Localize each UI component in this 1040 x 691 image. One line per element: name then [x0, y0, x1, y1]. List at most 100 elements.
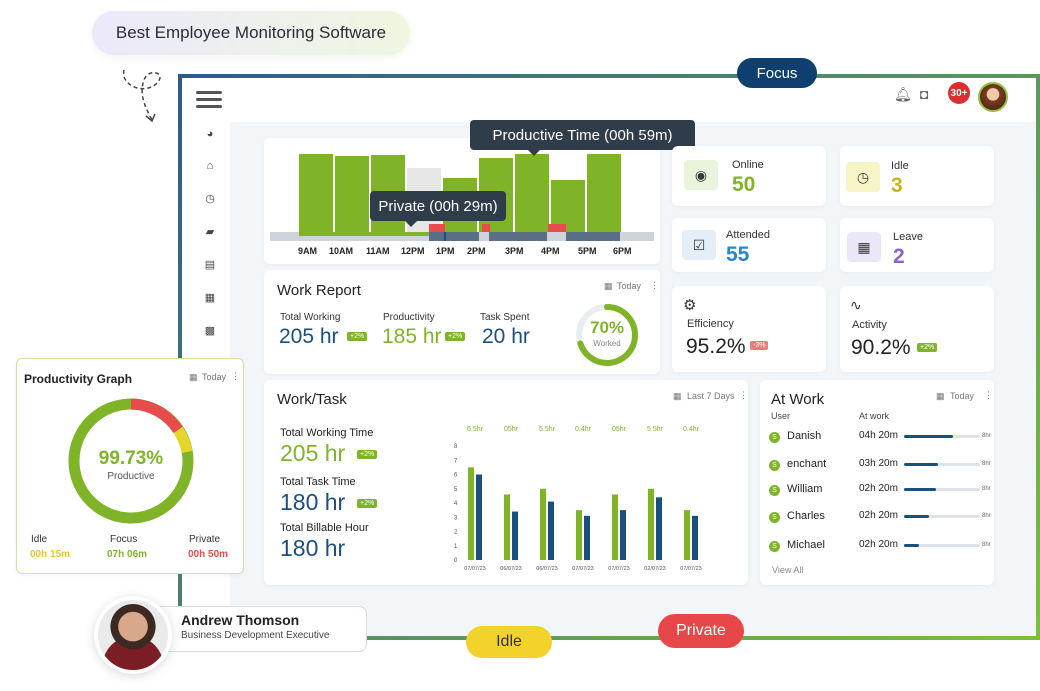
more-icon[interactable]: ⋮ [984, 390, 993, 400]
bar-top-label: 5.5hr [539, 426, 556, 433]
progress-fill [904, 515, 930, 518]
period-selector[interactable]: Last 7 Days [687, 391, 735, 401]
period-selector[interactable]: Today [950, 391, 975, 401]
bar-top-label: 5.5hr [647, 426, 664, 433]
idle-value: 00h 15m [30, 549, 71, 560]
menu-icon[interactable] [196, 91, 222, 109]
bar-top-label: 6.5hr [467, 426, 484, 433]
more-icon[interactable]: ⋮ [231, 371, 240, 381]
timeline-segment [566, 232, 620, 241]
bar [612, 494, 618, 560]
progress-track [904, 435, 980, 438]
notification-badge[interactable]: 30+ [948, 82, 970, 104]
user-avatar[interactable] [978, 82, 1008, 112]
progress-track [904, 488, 980, 491]
timeline-bar [515, 154, 549, 233]
view-all-link[interactable]: View All [772, 565, 804, 575]
more-icon[interactable]: ⋮ [739, 390, 748, 400]
tick-label: 11AM [366, 246, 390, 256]
calendar-icon[interactable]: ▦ [936, 391, 945, 401]
total-working-time-label: Total Working Time [280, 427, 374, 439]
change-badge: +2% [347, 332, 368, 341]
bar [476, 474, 482, 560]
document-icon[interactable]: ▦ [204, 292, 216, 304]
progress-fill [904, 463, 939, 466]
bar [684, 510, 690, 560]
y-tick-label: 5 [454, 487, 458, 493]
productivity-caption: Productive [107, 471, 155, 482]
user-status-dot: S [769, 512, 780, 523]
clock-icon[interactable]: ◷ [205, 193, 215, 205]
progress-fill [904, 435, 954, 438]
user-status-dot: S [769, 485, 780, 496]
column-at-work: At work [859, 411, 890, 421]
x-tick-label: 07/07/23 [608, 566, 629, 572]
y-tick-label: 3 [454, 515, 458, 521]
employee-avatar [94, 596, 172, 674]
user-at-work-time: 02h 20m [859, 539, 898, 550]
camera-icon[interactable]: ◘ [920, 86, 929, 102]
user-name[interactable]: William [787, 483, 823, 495]
progress-track [904, 515, 980, 518]
timeline-segment [489, 232, 547, 241]
efficiency-value: 95.2% [686, 335, 746, 358]
bar [512, 511, 518, 560]
task-spent-label: Task Spent [480, 312, 530, 323]
book-icon[interactable]: ▰ [205, 226, 215, 238]
x-tick-label: 07/07/23 [680, 566, 701, 572]
bar [584, 515, 590, 560]
tick-label: 4PM [541, 246, 560, 256]
productivity-percent: 99.73% [98, 448, 164, 469]
id-card-icon[interactable]: ▤ [204, 259, 216, 271]
tooltip-pointer [528, 150, 540, 156]
user-at-work-time: 02h 20m [859, 483, 898, 494]
timeline-bar [587, 154, 621, 233]
idle-pill: Idle [466, 626, 552, 658]
x-tick-label: 06/07/23 [500, 566, 521, 572]
tick-label: 1PM [436, 246, 455, 256]
attended-label: Attended [726, 229, 771, 241]
change-badge: +2% [445, 332, 466, 341]
user-name[interactable]: Danish [787, 430, 822, 442]
check-calendar-icon: ☑ [682, 230, 716, 260]
efficiency-label: Efficiency [687, 318, 734, 330]
progress-track [904, 544, 980, 547]
x-tick-label: 07/07/23 [464, 566, 485, 572]
billable-hour-label: Total Billable Hour [280, 522, 369, 534]
period-selector[interactable]: Today [617, 281, 642, 291]
private-label: Private [189, 534, 221, 545]
focus-value: 07h 06m [107, 549, 148, 560]
user-name[interactable]: Michael [787, 539, 825, 551]
private-value: 00h 50m [188, 549, 229, 560]
column-user: User [771, 411, 791, 421]
calendar-icon[interactable]: ▦ [189, 372, 198, 382]
calendar-icon[interactable]: ▦ [673, 391, 682, 401]
leave-value: 2 [893, 245, 905, 268]
more-icon[interactable]: ⋮ [650, 280, 659, 290]
y-tick-label: 1 [454, 544, 458, 550]
bar [548, 501, 554, 560]
user-name[interactable]: Charles [787, 510, 825, 522]
tooltip-pointer [405, 221, 417, 227]
idle-value: 3 [891, 174, 903, 197]
calendar-icon[interactable]: ▦ [604, 281, 613, 291]
at-work-title: At Work [771, 391, 825, 408]
period-selector[interactable]: Today [202, 372, 227, 382]
bell-icon[interactable]: 🔔︎ [894, 86, 912, 102]
dashboard-icon[interactable]: ◕ [206, 128, 214, 140]
progress-fill [904, 488, 936, 491]
user-name[interactable]: enchant [787, 458, 827, 470]
home-icon[interactable]: ⌂ [206, 160, 214, 172]
productive-time-tooltip: Productive Time (00h 59m) [470, 120, 695, 150]
timeline-segment [429, 232, 479, 241]
user-at-work-time: 03h 20m [859, 458, 898, 469]
user-at-work-time: 02h 20m [859, 510, 898, 521]
bar [504, 494, 510, 560]
idle-label: Idle [31, 534, 48, 545]
broadcast-icon: ◉ [684, 160, 718, 190]
bar [620, 510, 626, 560]
bar [648, 488, 654, 560]
tick-label: 9AM [298, 246, 318, 256]
total-working-label: Total Working [280, 312, 341, 323]
grid-icon[interactable]: ▩ [204, 325, 216, 337]
